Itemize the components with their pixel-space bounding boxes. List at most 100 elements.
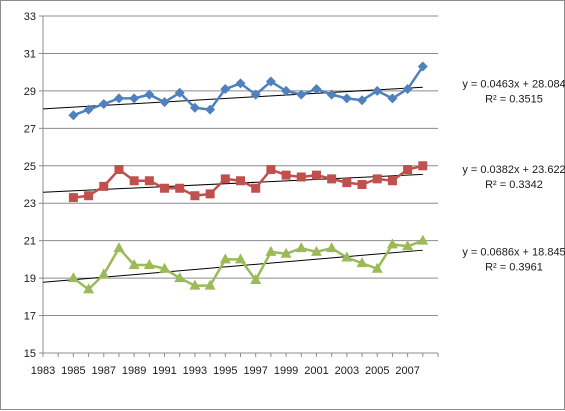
data-point-s1-1986 [83,104,94,115]
data-point-s3-1987 [98,268,110,279]
data-point-s3-2004 [356,257,368,268]
data-point-s1-1994 [205,104,216,115]
trendline-equation-3: y = 0.0686x + 18.845 [462,247,565,259]
data-point-s2-2005 [372,174,382,184]
data-point-s3-1989 [128,259,140,270]
data-point-s2-2004 [357,180,367,189]
data-point-s2-1989 [129,176,139,186]
data-point-s3-1992 [174,272,186,283]
data-point-s2-1995 [220,174,230,184]
data-point-s3-1996 [235,253,246,264]
data-point-s1-1991 [159,97,170,108]
series-line-2 [73,164,424,199]
data-point-s3-2005 [371,262,383,273]
data-point-s1-2002 [326,89,337,100]
data-point-s2-1987 [99,181,109,191]
data-point-s1-2000 [296,89,307,100]
data-point-s3-1998 [265,245,277,256]
data-point-s2-2006 [387,176,397,186]
data-point-s2-2000 [296,172,306,182]
data-point-s3-2000 [295,242,307,253]
data-point-s3-2006 [386,238,398,249]
data-point-s3-2002 [326,242,338,253]
x-tick-label-1991: 1991 [152,365,176,377]
data-point-s2-1999 [281,170,291,180]
data-point-s1-1999 [281,85,292,96]
data-point-s1-1988 [113,93,124,104]
data-point-s2-1993 [190,191,200,201]
data-point-s2-1996 [236,176,245,186]
y-tick-label-27: 27 [24,123,36,135]
data-point-s1-2008 [417,61,428,72]
data-point-s1-1997 [250,89,261,100]
data-point-s1-1985 [68,110,79,121]
x-tick-label-1997: 1997 [243,365,267,377]
y-tick-label-25: 25 [24,161,36,173]
data-point-s3-1993 [189,279,201,290]
x-tick-label-1985: 1985 [61,365,85,377]
data-point-s2-2003 [342,178,352,188]
data-point-s3-1994 [204,279,216,290]
data-point-s1-1989 [129,93,140,104]
data-point-s2-1990 [144,176,154,186]
data-point-s3-1986 [83,283,95,294]
data-point-s2-1992 [175,183,185,193]
data-point-s2-1998 [266,165,276,175]
y-tick-label-33: 33 [24,11,36,23]
data-point-s1-1995 [220,84,231,95]
data-point-s1-1993 [189,102,200,113]
data-point-s1-2001 [311,84,322,95]
data-point-s3-2007 [402,240,414,251]
data-point-s1-2003 [341,93,352,104]
data-point-s2-2001 [311,170,321,180]
x-tick-label-2005: 2005 [365,365,389,377]
trendline-r-squared-1: R² = 0.3515 [485,94,543,106]
trendline-equation-2: y = 0.0382x + 23.622 [462,164,565,176]
y-tick-label-19: 19 [24,273,36,285]
x-tick-label-2003: 2003 [335,365,359,377]
data-point-s2-1991 [160,183,170,193]
y-tick-label-21: 21 [24,236,36,248]
data-point-s1-1998 [265,76,276,87]
trendline-r-squared-3: R² = 0.3961 [485,262,543,274]
data-point-s3-1991 [159,262,171,273]
data-point-s2-1986 [84,191,94,201]
data-point-s1-1992 [174,87,185,98]
data-point-s1-2007 [402,84,413,95]
trendline-equation-1: y = 0.0463x + 28.084 [462,79,565,91]
x-tick-label-1999: 1999 [274,365,298,377]
x-tick-label-1993: 1993 [183,365,207,377]
data-point-s2-2007 [403,165,413,175]
y-tick-label-29: 29 [24,86,36,98]
data-point-s3-1997 [250,273,262,284]
y-tick-label-31: 31 [24,48,36,60]
y-tick-label-17: 17 [24,311,36,323]
y-tick-label-23: 23 [24,198,36,210]
x-tick-label-1983: 1983 [31,365,55,377]
data-point-s3-1988 [113,242,125,253]
data-point-s1-2004 [357,95,368,106]
data-point-s3-2003 [341,251,353,262]
data-point-s3-1999 [280,247,292,258]
data-point-s1-2005 [372,85,383,96]
x-tick-label-1995: 1995 [213,365,237,377]
data-point-s2-2008 [418,161,428,171]
data-point-s1-2006 [387,93,398,104]
data-point-s3-1985 [67,272,79,283]
y-tick-label-15: 15 [24,348,36,360]
data-point-s2-1997 [251,183,261,193]
x-tick-label-1987: 1987 [92,365,116,377]
data-point-s2-1985 [68,193,78,203]
data-point-s1-1987 [98,98,109,109]
data-point-s2-2002 [327,174,337,184]
data-point-s2-1988 [114,165,124,175]
x-tick-label-2001: 2001 [304,365,328,377]
data-point-s3-1995 [219,253,231,264]
data-point-s1-1990 [144,89,155,100]
data-point-s2-1994 [205,189,215,199]
data-point-s3-1990 [143,259,155,270]
x-tick-label-2007: 2007 [395,365,419,377]
x-tick-label-1989: 1989 [122,365,146,377]
